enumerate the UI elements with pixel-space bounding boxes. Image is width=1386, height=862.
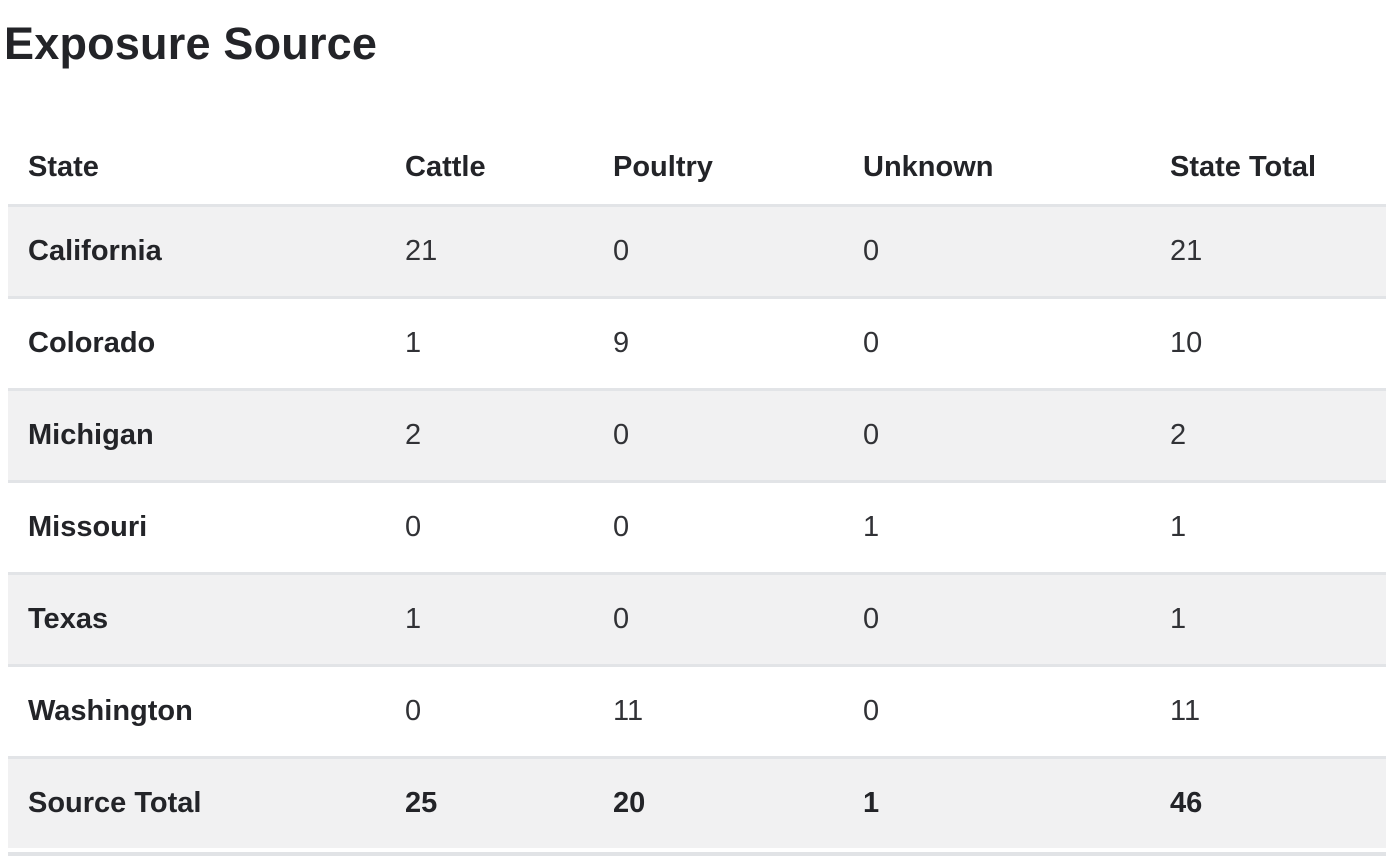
cell-cattle: 25 [405,787,438,819]
table-row-california: California 21 0 0 21 [8,204,1386,296]
cell-state-total: 1 [1170,511,1187,543]
table-row-missouri: Missouri 0 0 1 1 [8,480,1386,572]
row-label: Source Total [28,787,202,819]
cell-poultry: 0 [613,603,630,635]
cell-poultry: 20 [613,787,646,819]
table-row-washington: Washington 0 11 0 11 [8,664,1386,756]
column-header-state-total: State Total [1170,150,1317,183]
table-bottom-border [8,852,1386,856]
column-header-cattle: Cattle [405,150,486,183]
row-label: California [28,235,162,267]
exposure-source-table: State Cattle Poultry Unknown State Total… [8,130,1386,856]
cell-cattle: 0 [405,695,422,727]
cell-state-total: 10 [1170,327,1203,359]
page-title: Exposure Source [4,18,378,69]
cell-poultry: 9 [613,327,630,359]
cell-state-total: 21 [1170,235,1203,267]
cell-cattle: 1 [405,603,422,635]
cell-unknown: 0 [863,235,880,267]
cell-cattle: 1 [405,327,422,359]
row-label: Colorado [28,327,156,359]
cell-unknown: 0 [863,695,880,727]
column-header-state: State [28,150,99,183]
table-header-row: State Cattle Poultry Unknown State Total [8,130,1386,204]
cell-poultry: 0 [613,419,630,451]
table-row-michigan: Michigan 2 0 0 2 [8,388,1386,480]
row-label: Missouri [28,511,148,543]
cell-cattle: 21 [405,235,438,267]
column-header-unknown: Unknown [863,150,994,183]
row-label: Texas [28,603,109,635]
table-row-colorado: Colorado 1 9 0 10 [8,296,1386,388]
cell-poultry: 0 [613,235,630,267]
table-row-texas: Texas 1 0 0 1 [8,572,1386,664]
cell-unknown: 1 [863,511,880,543]
cell-poultry: 11 [613,695,644,727]
cell-unknown: 1 [863,787,880,819]
cell-unknown: 0 [863,603,880,635]
cell-unknown: 0 [863,327,880,359]
row-label: Washington [28,695,193,727]
table-row-source-total: Source Total 25 20 1 46 [8,756,1386,848]
cell-state-total: 11 [1170,695,1201,727]
cell-state-total: 2 [1170,419,1187,451]
cell-state-total: 46 [1170,787,1203,819]
cell-unknown: 0 [863,419,880,451]
cell-state-total: 1 [1170,603,1187,635]
cell-cattle: 0 [405,511,422,543]
column-header-poultry: Poultry [613,150,713,183]
cell-poultry: 0 [613,511,630,543]
cell-cattle: 2 [405,419,422,451]
row-label: Michigan [28,419,154,451]
